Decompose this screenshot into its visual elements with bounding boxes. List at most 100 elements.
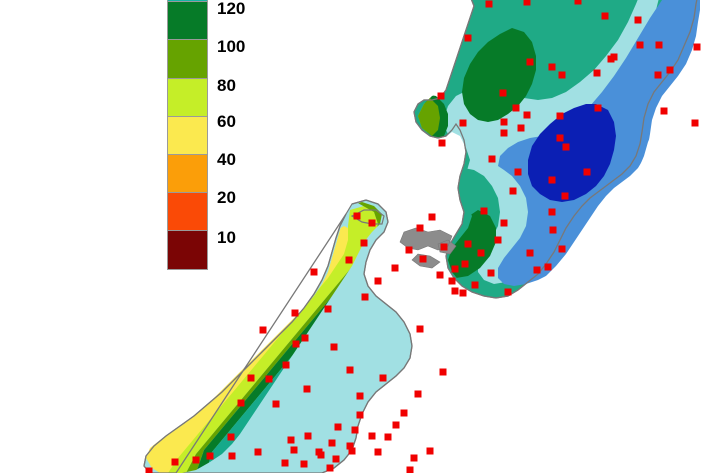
station-marker xyxy=(500,118,508,126)
station-marker xyxy=(509,187,517,195)
station-marker xyxy=(654,71,662,79)
station-marker xyxy=(480,207,488,215)
station-marker xyxy=(171,458,179,466)
station-marker xyxy=(379,374,387,382)
station-marker xyxy=(548,208,556,216)
station-marker xyxy=(374,448,382,456)
station-marker xyxy=(330,343,338,351)
station-marker xyxy=(428,213,436,221)
legend-label-120: 120 xyxy=(217,0,246,18)
station-marker xyxy=(544,263,552,271)
station-marker xyxy=(346,442,354,450)
farewell-spit xyxy=(350,209,385,225)
station-marker xyxy=(326,464,334,472)
station-marker xyxy=(548,176,556,184)
station-marker xyxy=(368,432,376,440)
station-marker xyxy=(607,55,615,63)
legend-label-40: 40 xyxy=(217,150,236,169)
station-marker xyxy=(494,236,502,244)
band-yellow-40-60 xyxy=(168,117,207,155)
station-marker xyxy=(227,433,235,441)
station-marker xyxy=(332,455,340,463)
station-marker xyxy=(504,288,512,296)
legend-label-10: 10 xyxy=(217,228,236,247)
station-marker xyxy=(287,436,295,444)
legend-label-100: 100 xyxy=(217,37,246,56)
station-marker xyxy=(533,266,541,274)
station-marker xyxy=(691,119,699,127)
station-marker xyxy=(601,12,609,20)
station-marker xyxy=(464,240,472,248)
station-marker xyxy=(660,107,668,115)
station-marker xyxy=(290,446,298,454)
station-marker xyxy=(556,112,564,120)
station-marker xyxy=(304,432,312,440)
band-dark-green-100-120 xyxy=(168,2,207,40)
station-marker xyxy=(594,104,602,112)
station-marker xyxy=(512,104,520,112)
station-marker xyxy=(526,249,534,257)
station-marker xyxy=(636,41,644,49)
station-marker xyxy=(487,269,495,277)
station-marker xyxy=(471,281,479,289)
station-marker xyxy=(353,212,361,220)
station-marker xyxy=(419,255,427,263)
station-marker xyxy=(416,325,424,333)
station-marker xyxy=(192,456,200,464)
station-marker xyxy=(374,277,382,285)
station-marker xyxy=(301,334,309,342)
station-marker xyxy=(437,92,445,100)
station-marker xyxy=(292,340,300,348)
station-marker xyxy=(237,399,245,407)
north-island xyxy=(399,0,700,299)
station-marker xyxy=(448,277,456,285)
station-marker xyxy=(300,460,308,468)
station-marker xyxy=(259,326,267,334)
station-marker xyxy=(328,439,336,447)
station-marker xyxy=(666,66,674,74)
station-marker xyxy=(488,155,496,163)
station-marker xyxy=(145,467,153,473)
station-marker xyxy=(485,0,493,8)
station-marker xyxy=(440,243,448,251)
station-marker xyxy=(247,374,255,382)
station-marker xyxy=(500,129,508,137)
contour-band-olive-taranaki xyxy=(418,96,440,140)
station-marker xyxy=(334,423,342,431)
band-teal-above-120 xyxy=(168,0,207,2)
station-marker xyxy=(368,219,376,227)
station-marker xyxy=(310,268,318,276)
station-marker xyxy=(345,256,353,264)
station-marker xyxy=(391,264,399,272)
station-marker xyxy=(406,466,414,473)
station-marker xyxy=(549,226,557,234)
station-marker xyxy=(416,224,424,232)
station-marker xyxy=(556,134,564,142)
station-marker xyxy=(558,71,566,79)
legend-label-20: 20 xyxy=(217,188,236,207)
station-marker xyxy=(583,168,591,176)
contour-band-dark-green-south-spine xyxy=(196,202,382,473)
station-marker xyxy=(514,168,522,176)
station-marker xyxy=(558,245,566,253)
band-orange-20-40 xyxy=(168,155,207,193)
band-red-orange-10-20 xyxy=(168,193,207,231)
station-marker xyxy=(477,249,485,257)
station-marker xyxy=(500,219,508,227)
station-marker xyxy=(317,451,325,459)
station-marker xyxy=(392,421,400,429)
station-marker xyxy=(324,305,332,313)
station-marker xyxy=(254,448,262,456)
south-island xyxy=(143,199,413,473)
station-marker xyxy=(228,452,236,460)
station-marker xyxy=(593,69,601,77)
station-marker xyxy=(562,143,570,151)
station-marker xyxy=(272,400,280,408)
legend-label-80: 80 xyxy=(217,76,236,95)
station-marker xyxy=(459,119,467,127)
legend: 120 100 80 60 40 20 10 xyxy=(167,0,267,274)
station-marker xyxy=(655,41,663,49)
contour-band-yellow-green-south xyxy=(168,206,378,473)
